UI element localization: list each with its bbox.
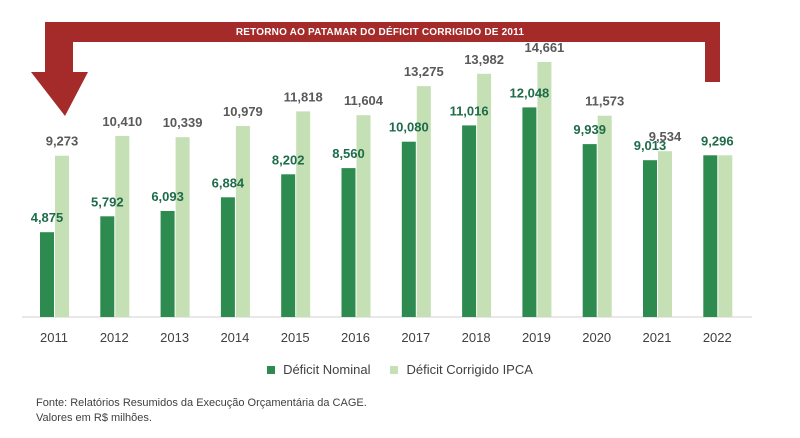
label-nominal-2015: 8,202 — [272, 152, 305, 167]
label-nominal-2020: 9,939 — [573, 122, 606, 137]
x-tick-labels-group: 2011 2012 2013 2014 2015 2016 2017 2018 2019 2020… — [40, 330, 732, 345]
bar-nominal-2011 — [40, 232, 54, 317]
bar-nominal-2021 — [643, 160, 657, 317]
label-nominal-2017: 10,080 — [389, 120, 429, 135]
x-tick-2011: 2011 — [40, 330, 68, 345]
x-tick-2017: 2017 — [401, 330, 430, 345]
banner-title: RETORNO AO PATAMAR DO DÉFICIT CORRIGIDO … — [236, 25, 525, 38]
label-ipca-2014: 10,979 — [223, 104, 263, 119]
label-ipca-2018: 13,982 — [464, 52, 504, 67]
label-nominal-2012: 5,792 — [91, 194, 124, 209]
bar-ipca-2021 — [658, 151, 672, 317]
label-ipca-2016: 11,604 — [344, 93, 384, 108]
label-nominal-2021: 9,013 — [634, 138, 667, 153]
bars-group — [40, 62, 733, 318]
bar-nominal-2017 — [401, 141, 416, 317]
bar-ipca-2013 — [175, 137, 190, 317]
legend: Déficit Nominal Déficit Corrigido IPCA — [0, 362, 800, 377]
bar-ipca-2018 — [477, 73, 492, 317]
legend-swatch-ipca — [390, 365, 399, 374]
x-tick-2018: 2018 — [462, 330, 491, 345]
legend-label-nominal: Déficit Nominal — [283, 362, 371, 377]
label-nominal-2013: 6,093 — [151, 189, 184, 204]
bar-ipca-2015 — [296, 111, 311, 318]
label-ipca-2021: 9,534 — [649, 129, 682, 144]
bar-nominal-2022 — [703, 155, 718, 317]
bar-ipca-2019 — [537, 62, 552, 317]
data-labels-group: 4,875 9,273 5,792 10,410 6,093 10,339 6,884 10,… — [31, 40, 734, 225]
label-ipca-2011: 9,273 — [46, 134, 79, 149]
bar-nominal-2020 — [582, 144, 597, 317]
bar-nominal-2012 — [100, 216, 115, 317]
bar-nominal-2015 — [281, 174, 296, 317]
label-nominal-2018: 11,016 — [450, 103, 489, 118]
label-nominal-2014: 6,884 — [212, 175, 245, 190]
source-note: Fonte: Relatórios Resumidos da Execução … — [36, 396, 367, 426]
bar-ipca-2012 — [115, 135, 130, 317]
label-ipca-2020: 11,573 — [585, 94, 624, 109]
return-arrow-banner: RETORNO AO PATAMAR DO DÉFICIT CORRIGIDO … — [31, 22, 720, 116]
bar-nominal-2014 — [220, 197, 235, 317]
label-nominal-2019: 12,048 — [510, 85, 550, 100]
x-tick-2013: 2013 — [160, 330, 189, 345]
legend-swatch-nominal — [267, 365, 276, 374]
bar-ipca-2016 — [356, 115, 371, 317]
x-tick-2019: 2019 — [522, 330, 551, 345]
x-tick-2021: 2021 — [643, 330, 672, 345]
bar-ipca-2014 — [235, 126, 250, 317]
bar-ipca-2020 — [597, 115, 612, 317]
bar-nominal-2016 — [341, 168, 356, 317]
bar-nominal-2013 — [160, 211, 175, 317]
source-line: Fonte: Relatórios Resumidos da Execução … — [36, 397, 367, 409]
x-tick-2012: 2012 — [100, 330, 129, 345]
label-nominal-2016: 8,560 — [332, 146, 365, 161]
label-ipca-2013: 10,339 — [163, 115, 203, 130]
x-tick-2015: 2015 — [281, 330, 310, 345]
label-nominal-2022: 9,296 — [701, 133, 734, 148]
bar-nominal-2018 — [462, 125, 477, 318]
x-tick-2016: 2016 — [341, 330, 370, 345]
x-tick-2022: 2022 — [703, 330, 732, 345]
units-line: Valores em R$ milhões. — [36, 412, 152, 424]
label-ipca-2017: 13,275 — [404, 64, 444, 79]
return-arrow-shape — [31, 22, 720, 116]
x-tick-2014: 2014 — [220, 330, 249, 345]
bar-ipca-2022 — [718, 155, 733, 317]
label-ipca-2019: 14,661 — [525, 40, 565, 55]
x-tick-2020: 2020 — [582, 330, 611, 345]
bar-ipca-2017 — [416, 86, 431, 317]
legend-item-nominal: Déficit Nominal — [267, 362, 370, 377]
bar-ipca-2011 — [55, 155, 69, 317]
legend-label-ipca: Déficit Corrigido IPCA — [406, 362, 533, 377]
label-ipca-2012: 10,410 — [102, 114, 142, 129]
label-ipca-2015: 11,818 — [284, 89, 323, 104]
label-nominal-2011: 4,875 — [31, 210, 64, 225]
bar-nominal-2019 — [522, 107, 537, 318]
legend-item-ipca: Déficit Corrigido IPCA — [390, 362, 533, 377]
